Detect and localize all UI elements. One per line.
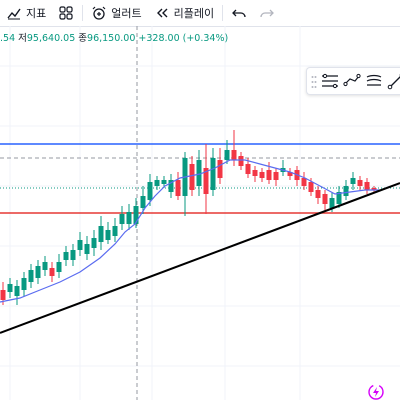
candle-body <box>371 188 377 190</box>
undo-button[interactable] <box>225 1 253 25</box>
horizontal-lines-tool-button[interactable] <box>321 71 339 91</box>
top-toolbar: 지표 얼러트 리플레이 <box>0 0 400 27</box>
candle-body <box>70 250 76 260</box>
candle-body <box>252 170 258 176</box>
candle-body <box>357 180 363 186</box>
candle-body <box>140 196 146 208</box>
candle-body <box>84 244 90 254</box>
lightning-icon[interactable] <box>368 384 384 400</box>
alert-button[interactable]: 얼러트 <box>85 1 147 25</box>
price-chart[interactable] <box>0 26 400 400</box>
candle-body <box>203 168 209 194</box>
candle-body <box>245 164 251 174</box>
candle-body <box>287 172 293 176</box>
rewind-icon <box>154 5 170 21</box>
candle-body <box>14 286 20 296</box>
candle-body <box>210 158 216 190</box>
candle-body <box>112 226 118 236</box>
candle-body <box>329 198 335 208</box>
candlestick-series <box>0 130 377 305</box>
candle-body <box>91 238 97 248</box>
candle-body <box>0 290 6 300</box>
replay-button[interactable]: 리플레이 <box>148 1 220 25</box>
candle-body <box>343 186 349 196</box>
candle-body <box>133 206 139 224</box>
candle-body <box>301 178 307 186</box>
candle-body <box>196 160 202 186</box>
candle-body <box>49 268 55 276</box>
candle-body <box>238 156 244 166</box>
moving-average-line <box>0 159 380 303</box>
candle-body <box>56 262 62 272</box>
candle-body <box>7 284 13 292</box>
parallel-channel-tool-button[interactable] <box>365 71 383 91</box>
close-value: 96,150.00 <box>87 33 136 44</box>
drag-handle-icon[interactable] <box>311 74 317 88</box>
toolbar-separator <box>82 5 84 21</box>
alarm-clock-plus-icon <box>91 5 107 21</box>
candle-body <box>42 262 48 270</box>
indicators-icon <box>6 5 22 21</box>
candle-body <box>266 170 272 180</box>
toolbar-separator <box>222 5 224 21</box>
candle-body <box>308 182 314 192</box>
candle-body <box>119 214 125 224</box>
candle-body <box>189 164 195 190</box>
ohlc-legend: .54 저95,640.05 종96,150.00 +328.00 (+0.34… <box>0 30 228 44</box>
candle-body <box>231 150 237 160</box>
candle-body <box>273 172 279 180</box>
candle-body <box>63 252 69 260</box>
candle-body <box>77 240 83 250</box>
low-value: 95,640.05 <box>26 33 76 44</box>
replay-label: 리플레이 <box>173 7 215 20</box>
candle-body <box>315 190 321 198</box>
candle-body <box>105 230 111 240</box>
candle-body <box>161 180 167 184</box>
layout-button[interactable] <box>52 1 80 25</box>
parallel-channel-icon <box>366 74 382 86</box>
candle-body <box>175 180 181 196</box>
redo-icon <box>259 5 275 21</box>
indicators-button[interactable]: 지표 <box>0 1 52 25</box>
horizontal-lines-icon <box>322 73 338 89</box>
candle-body <box>217 160 223 178</box>
candle-body <box>350 178 356 184</box>
candle-body <box>259 172 265 178</box>
trend-line-icon <box>387 73 400 90</box>
change-value: +328.00 (+0.34%) <box>138 33 229 44</box>
candle-body <box>126 212 132 224</box>
candle-body <box>168 180 174 192</box>
candle-body <box>336 192 342 204</box>
candle-body <box>364 182 370 190</box>
trend-line[interactable] <box>0 182 400 334</box>
candle-body <box>21 278 27 290</box>
candle-body <box>322 194 328 204</box>
candle-body <box>147 182 153 200</box>
path-icon <box>343 73 361 87</box>
candle-body <box>28 270 34 282</box>
candle-body <box>224 150 230 160</box>
candle-body <box>98 226 104 242</box>
drawing-toolbar <box>306 67 400 95</box>
undo-icon <box>231 5 247 21</box>
alert-label: 얼러트 <box>111 7 142 20</box>
indicators-label: 지표 <box>26 7 47 20</box>
open-value: .54 <box>0 33 16 44</box>
path-tool-button[interactable] <box>343 71 361 91</box>
candle-body <box>154 180 160 186</box>
candle-body <box>35 266 41 278</box>
layout-grid-icon <box>58 5 74 21</box>
low-label: 저 <box>18 33 27 44</box>
trend-line-tool-button[interactable] <box>387 71 400 91</box>
close-label: 종 <box>78 33 88 44</box>
chart-grid <box>0 26 400 400</box>
redo-button[interactable] <box>253 1 281 25</box>
